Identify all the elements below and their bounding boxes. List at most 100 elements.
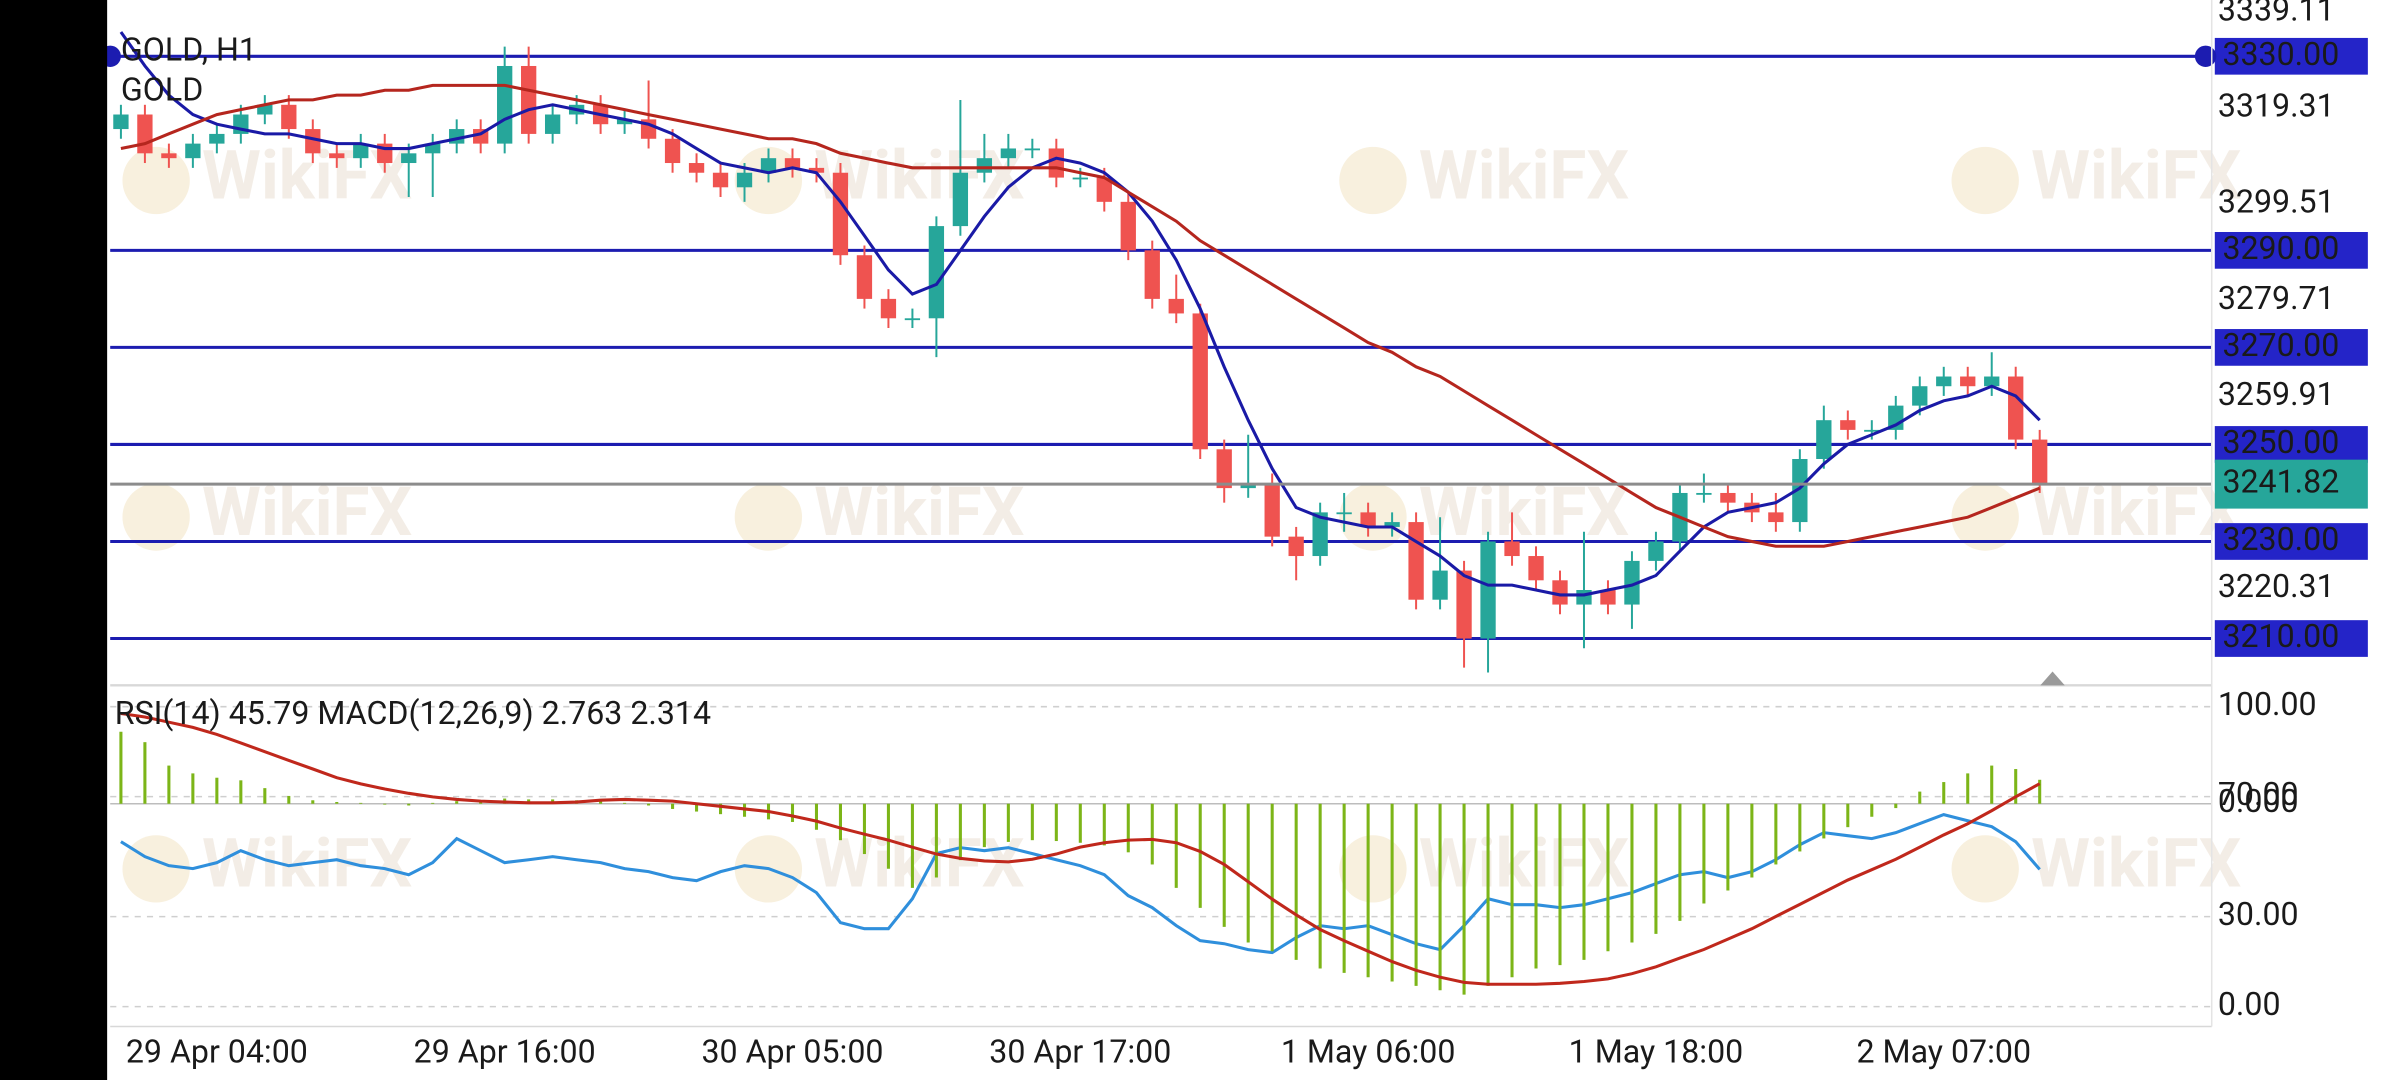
candle-body: [305, 129, 321, 154]
candle-body: [1960, 376, 1976, 387]
watermark: WikiFX: [814, 137, 1024, 215]
watermark: WikiFX: [814, 826, 1024, 904]
candle-body: [1528, 556, 1544, 581]
candle-body: [1144, 250, 1160, 299]
candle-body: [257, 104, 273, 115]
rsi-value: 45.79: [229, 694, 310, 732]
watermark-logo: [734, 483, 803, 551]
watermark: WikiFX: [1419, 826, 1629, 904]
moving-average: [120, 83, 2041, 548]
candle-body: [808, 167, 825, 173]
candle-body: [521, 65, 537, 134]
y-tick-label: 3220.31: [2218, 567, 2335, 605]
candle-body: [880, 298, 897, 319]
candle-body: [353, 143, 369, 159]
watermark-logo: [1951, 835, 2019, 903]
candle-body: [401, 153, 417, 164]
candle-body: [1048, 148, 1064, 178]
candle-body: [1864, 429, 1880, 432]
candle-body: [976, 158, 993, 173]
candle-body: [1312, 512, 1328, 557]
level-handle: [2194, 45, 2217, 67]
candle-body: [1408, 522, 1424, 600]
candle-body: [1648, 541, 1664, 561]
level-label: 3270.00: [2222, 326, 2339, 364]
candle-body: [1000, 148, 1017, 159]
candle-body: [281, 104, 297, 130]
candle-body: [1792, 458, 1808, 523]
x-tick-label: 30 Apr 05:00: [701, 1032, 883, 1070]
watermark: WikiFX: [2031, 826, 2241, 904]
candle-body: [1600, 590, 1616, 605]
watermark-logo: [1339, 146, 1407, 215]
rsi-line: [120, 812, 2041, 955]
macd-value: 2.763: [542, 694, 623, 732]
level-label: 3230.00: [2222, 520, 2339, 558]
watermark-logo: [1951, 146, 2019, 215]
candle-body: [1720, 492, 1736, 503]
y-tick-label: 0.00: [2218, 985, 2281, 1023]
candle-body: [952, 172, 969, 227]
candle-body: [1288, 536, 1304, 557]
level-label-box: [2214, 37, 2368, 75]
plot: 3339.11 3319.31 3299.51 3279.71 3259.91 3220.…: [99, 0, 2368, 1070]
level-label: 3210.00: [2222, 617, 2339, 655]
chart-subtitle: GOLD: [121, 70, 203, 108]
candle-body: [2032, 439, 2048, 485]
candle-body: [544, 114, 561, 134]
candle-body: [1096, 177, 1112, 202]
y2-tick-label: 0.000: [2218, 782, 2299, 820]
moving-average: [119, 31, 2041, 597]
candle-body: [784, 158, 801, 168]
scroll-marker: [2040, 671, 2065, 686]
candle-body: [425, 143, 441, 154]
candle-body: [209, 133, 225, 144]
candle-body: [329, 153, 345, 159]
candle-body: [1240, 483, 1256, 489]
candle-body: [497, 65, 513, 144]
candle-body: [1336, 512, 1352, 515]
watermark-logo: [122, 146, 190, 215]
candle-body: [1816, 420, 1832, 459]
candle-body: [1936, 376, 1952, 387]
level-label: 3330.00: [2222, 35, 2339, 73]
candle-body: [1768, 512, 1784, 523]
candle-body: [1120, 201, 1136, 251]
x-tick-label: 1 May 18:00: [1569, 1032, 1744, 1070]
y-tick-label: 3319.31: [2218, 87, 2335, 125]
candle-body: [712, 172, 729, 188]
y-tick-label: 3299.51: [2218, 183, 2335, 221]
candle-body: [113, 114, 129, 130]
level-label-box: [2214, 329, 2368, 366]
candle-body: [1456, 570, 1472, 639]
level-label: 3290.00: [2222, 229, 2339, 267]
watermark-logo: [1339, 835, 1407, 903]
candle-body: [2008, 376, 2024, 440]
y-tick-label: 70.00: [2218, 775, 2299, 813]
candle-body: [760, 158, 777, 173]
rsi-name: RSI(14): [115, 694, 221, 732]
left-bar: [0, 0, 108, 1080]
candle-body: [688, 163, 705, 173]
candle-body: [904, 318, 921, 321]
x-tick-label: 29 Apr 04:00: [126, 1032, 308, 1070]
candle-body: [928, 226, 945, 319]
candle-body: [1264, 483, 1280, 537]
candle-body: [1024, 148, 1040, 151]
indicator-header: RSI(14) 45.79 MACD(12,26,9) 2.763 2.314: [115, 694, 711, 732]
level-label-box: [2214, 426, 2368, 463]
x-tick-label: 2 May 07:00: [1856, 1032, 2031, 1070]
signal-line: [120, 711, 2041, 986]
watermark: WikiFX: [2031, 137, 2241, 215]
candle-body: [137, 114, 153, 154]
candle-body: [856, 255, 873, 299]
y-tick-label: 3259.91: [2218, 375, 2335, 413]
watermark-logo: [122, 483, 190, 551]
candle-body: [736, 172, 753, 188]
candle-body: [1504, 541, 1520, 557]
candle-body: [1072, 177, 1088, 180]
level-label-box: [2214, 523, 2368, 560]
candle-body: [1168, 298, 1184, 314]
y-tick-label: 3279.71: [2218, 279, 2335, 317]
watermark: WikiFX: [1419, 137, 1629, 215]
